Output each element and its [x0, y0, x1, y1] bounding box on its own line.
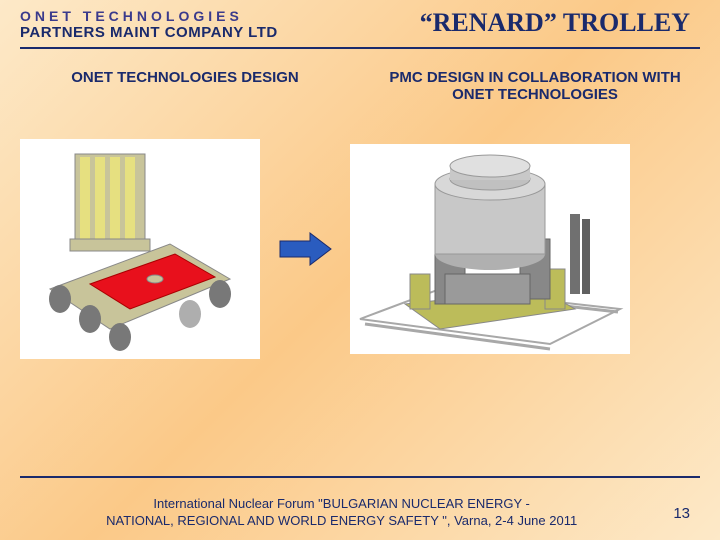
right-title: PMC DESIGN IN COLLABORATION WITH ONET TE…	[370, 69, 700, 109]
company-name: PARTNERS MAINT COMPANY LTD	[20, 24, 278, 41]
column-titles-row: ONET TECHNOLOGIES DESIGN PMC DESIGN IN C…	[0, 49, 720, 109]
footer-line2: NATIONAL, REGIONAL AND WORLD ENERGY SAFE…	[106, 513, 577, 528]
right-column-header: PMC DESIGN IN COLLABORATION WITH ONET TE…	[370, 69, 700, 109]
arrow-icon	[275, 229, 335, 269]
header-left: ONET TECHNOLOGIES PARTNERS MAINT COMPANY…	[20, 8, 278, 41]
slide-title: “RENARD” TROLLEY	[420, 8, 700, 38]
footer-line1: International Nuclear Forum "BULGARIAN N…	[153, 496, 529, 511]
trolley-forklift-svg	[20, 139, 260, 359]
left-column-header: ONET TECHNOLOGIES DESIGN	[20, 69, 350, 109]
arrow-container	[270, 229, 340, 269]
page-number: 13	[633, 505, 690, 522]
left-title: ONET TECHNOLOGIES DESIGN	[71, 69, 299, 109]
slide-footer: International Nuclear Forum "BULGARIAN N…	[0, 496, 720, 530]
image-row	[0, 109, 720, 359]
trolley-cask-svg	[350, 144, 630, 354]
footer-divider	[20, 476, 700, 478]
right-diagram	[350, 144, 630, 354]
footer-text: International Nuclear Forum "BULGARIAN N…	[50, 496, 633, 530]
left-diagram	[20, 139, 260, 359]
slide-header: ONET TECHNOLOGIES PARTNERS MAINT COMPANY…	[0, 0, 720, 45]
logo-text: ONET TECHNOLOGIES	[20, 8, 278, 24]
